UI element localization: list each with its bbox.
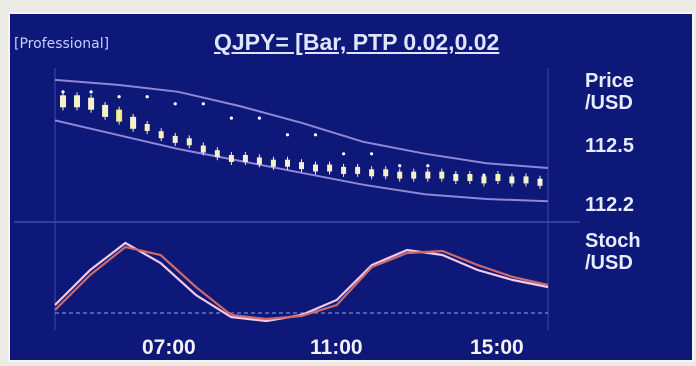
sar-dot-0 [61, 90, 65, 94]
sar-dot-6 [145, 95, 149, 99]
chart-frame [8, 12, 694, 362]
chart-title[interactable]: QJPY= [Bar, PTP 0.02,0.02 [214, 29, 500, 55]
sar-dot-2 [89, 90, 93, 94]
chart-title-bar: [Professional] QJPY= [Bar, PTP 0.02,0.02 [14, 28, 694, 64]
stoch-series-1 [54, 245, 549, 321]
sar-dot-32 [510, 178, 514, 182]
sar-dot-18 [313, 133, 318, 137]
sar-dot-20 [342, 152, 346, 156]
x-tick-0700: 07:00 [142, 336, 196, 359]
sar-dot-10 [201, 102, 205, 106]
upper-band-line [54, 78, 549, 169]
price-tick-1122: 112.2 [585, 194, 634, 216]
x-tick-1500: 15:00 [470, 336, 524, 359]
sar-dot-8 [173, 102, 177, 106]
sar-dot-24 [398, 164, 402, 168]
price-axis-title-line2: /USD [585, 92, 633, 114]
sar-dot-30 [482, 173, 486, 177]
price-tick-1125: 112.5 [585, 135, 634, 157]
sar-dot-34 [538, 178, 542, 182]
sar-dot-14 [257, 116, 261, 120]
stoch-series-0 [54, 241, 549, 323]
chart-prefix: [Professional] [14, 36, 110, 52]
sar-dot-28 [454, 173, 458, 177]
price-axis-title-line1: Price [585, 70, 634, 92]
sar-dot-26 [426, 164, 430, 168]
lower-band-line [54, 119, 549, 203]
sar-dot-12 [229, 116, 233, 120]
x-tick-1100: 11:00 [310, 336, 363, 359]
price-axis-title: Price /USD [585, 70, 634, 114]
sar-dot-16 [285, 133, 290, 137]
stoch-axis-title: Stoch /USD [585, 230, 641, 274]
sar-dot-4 [117, 95, 121, 99]
stoch-axis-title-line2: /USD [585, 252, 633, 274]
stoch-axis-title-line1: Stoch [585, 230, 641, 252]
sar-dot-22 [370, 152, 374, 156]
